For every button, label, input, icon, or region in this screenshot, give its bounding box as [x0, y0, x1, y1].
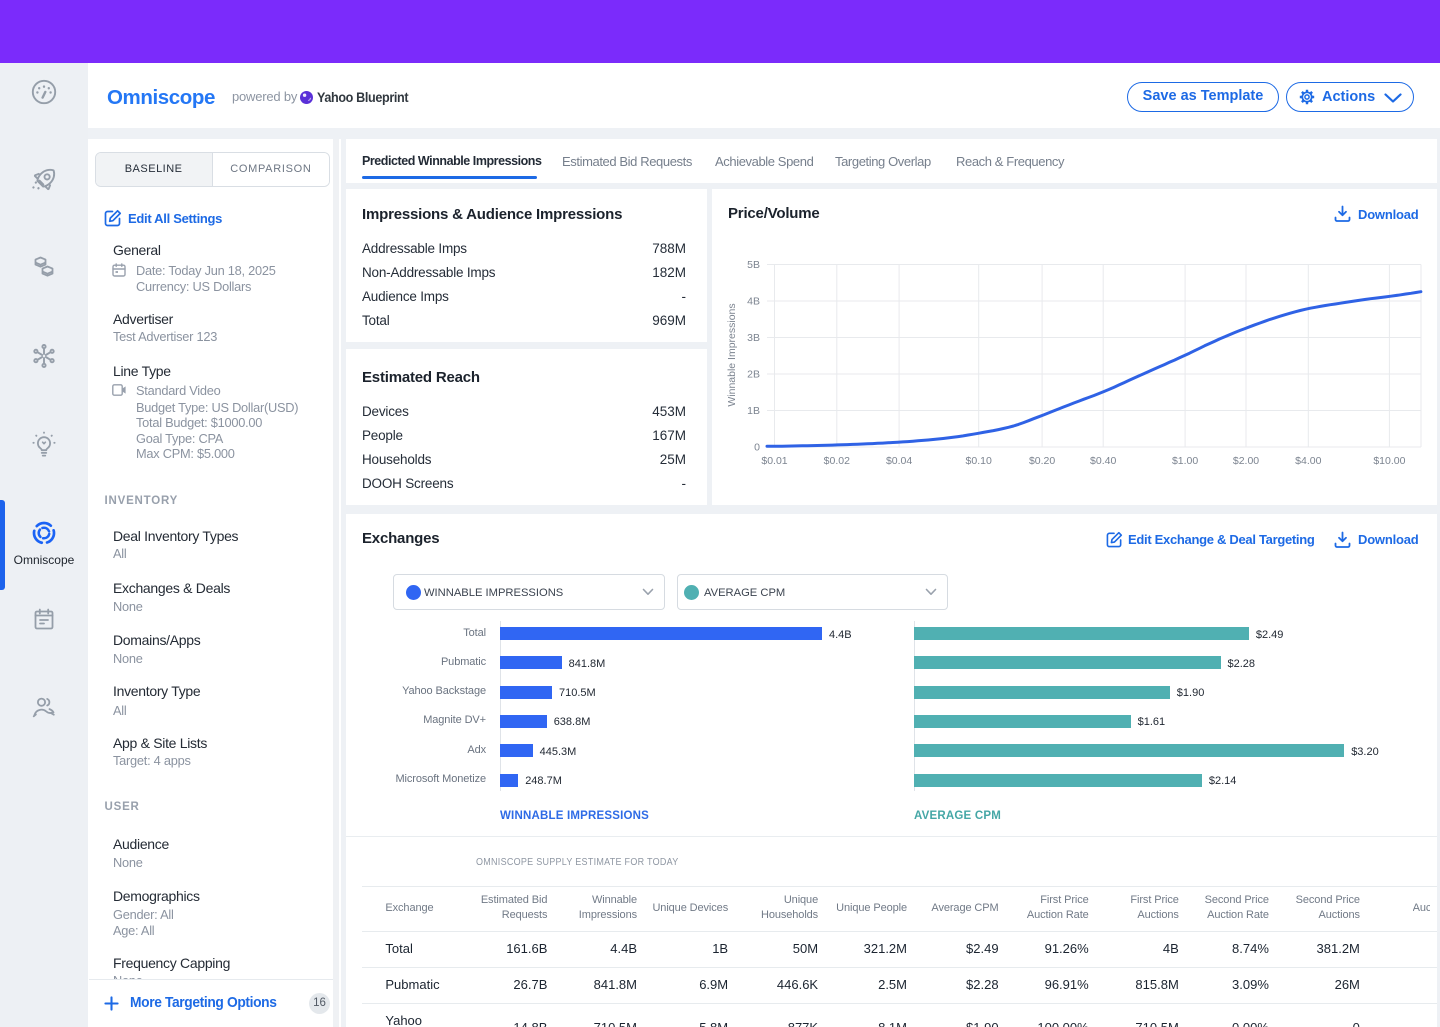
svg-text:$0.20: $0.20 — [1029, 455, 1055, 467]
svg-text:$4.00: $4.00 — [1295, 455, 1321, 467]
svg-text:$0.01: $0.01 — [761, 455, 787, 467]
svg-text:$1.00: $1.00 — [1172, 455, 1198, 467]
svg-text:$10.00: $10.00 — [1373, 455, 1405, 467]
svg-text:$0.04: $0.04 — [886, 455, 912, 467]
svg-text:1B: 1B — [747, 405, 760, 417]
svg-text:$0.10: $0.10 — [966, 455, 992, 467]
svg-text:Winnable Impressions: Winnable Impressions — [726, 303, 738, 406]
svg-text:4B: 4B — [747, 296, 760, 308]
svg-text:5B: 5B — [747, 259, 760, 271]
svg-text:$0.40: $0.40 — [1090, 455, 1116, 467]
svg-text:0: 0 — [754, 442, 760, 454]
svg-text:3B: 3B — [747, 332, 760, 344]
svg-text:$0.02: $0.02 — [824, 455, 850, 467]
svg-text:2B: 2B — [747, 369, 760, 381]
svg-text:$2.00: $2.00 — [1233, 455, 1259, 467]
